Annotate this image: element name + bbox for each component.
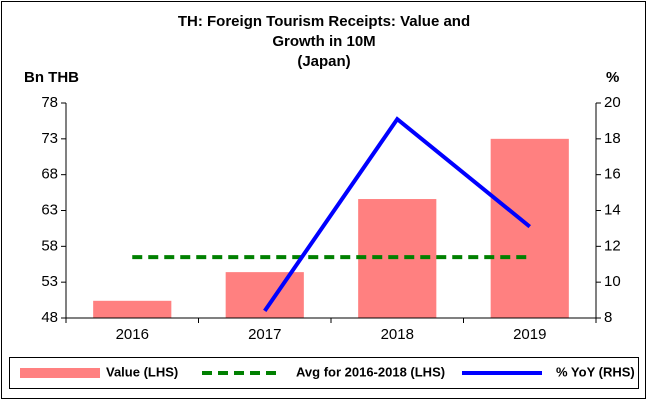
x-tick-label: 2019 bbox=[513, 326, 546, 343]
y2-tick-label: 12 bbox=[604, 237, 621, 254]
y2-tick-label: 18 bbox=[604, 130, 621, 147]
bar bbox=[225, 272, 304, 318]
bar bbox=[490, 138, 569, 318]
legend-label: Value (LHS) bbox=[106, 364, 178, 379]
legend-label: % YoY (RHS) bbox=[556, 364, 635, 379]
y2-axis-label: % bbox=[606, 69, 619, 86]
y2-tick-label: 14 bbox=[604, 201, 621, 218]
x-tick-label: 2016 bbox=[116, 326, 149, 343]
chart-title: Growth in 10M bbox=[272, 33, 375, 50]
y2-tick-label: 8 bbox=[604, 309, 612, 326]
y-tick-label: 63 bbox=[41, 201, 58, 218]
y2-tick-label: 20 bbox=[604, 94, 621, 111]
chart-title: TH: Foreign Tourism Receipts: Value and bbox=[178, 13, 470, 30]
legend-box bbox=[9, 357, 639, 389]
legend-swatch bbox=[20, 368, 100, 378]
y-tick-label: 58 bbox=[41, 237, 58, 254]
bar bbox=[93, 300, 172, 318]
y-axis-label: Bn THB bbox=[24, 69, 79, 86]
y-tick-label: 68 bbox=[41, 166, 58, 183]
y2-tick-label: 10 bbox=[604, 273, 621, 290]
x-tick-label: 2017 bbox=[248, 326, 281, 343]
y2-tick-label: 16 bbox=[604, 166, 621, 183]
chart-title: (Japan) bbox=[297, 53, 350, 70]
y-tick-label: 78 bbox=[41, 94, 58, 111]
yoy-line bbox=[263, 116, 532, 312]
legend-label: Avg for 2016-2018 (LHS) bbox=[296, 364, 445, 379]
x-tick-label: 2018 bbox=[381, 326, 414, 343]
y-tick-label: 48 bbox=[41, 309, 58, 326]
y-tick-label: 73 bbox=[41, 130, 58, 147]
y-tick-label: 53 bbox=[41, 273, 58, 290]
